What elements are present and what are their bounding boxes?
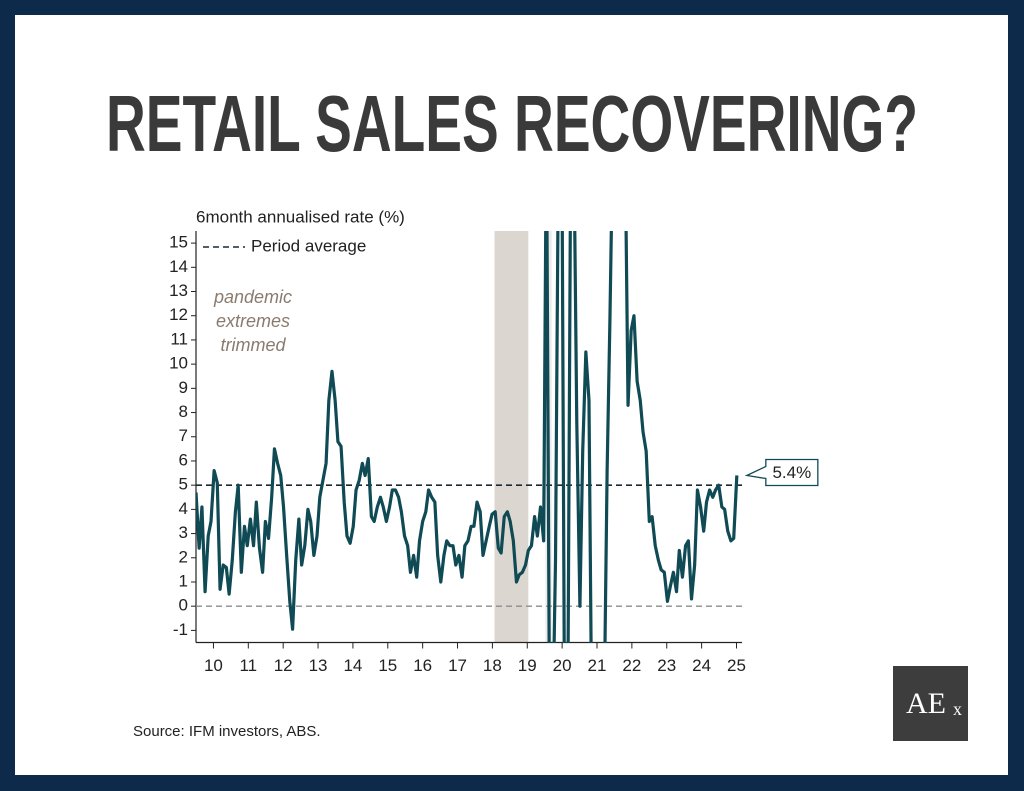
x-tick-label: 22 bbox=[622, 656, 641, 675]
x-tick-label: 17 bbox=[448, 656, 467, 675]
logo-sub: x bbox=[953, 699, 962, 719]
y-tick-label: 15 bbox=[169, 233, 188, 252]
legend-label: Period average bbox=[251, 236, 366, 255]
x-tick-label: 11 bbox=[239, 656, 257, 675]
y-tick-label: 0 bbox=[179, 596, 188, 615]
y-tick-label: 1 bbox=[179, 571, 188, 590]
y-tick-label: 14 bbox=[169, 257, 188, 276]
y-tick-label: 5 bbox=[179, 475, 188, 494]
x-tick-label: 16 bbox=[413, 656, 432, 675]
x-tick-label: 19 bbox=[518, 656, 537, 675]
x-tick-label: 25 bbox=[727, 656, 746, 675]
y-tick-label: 9 bbox=[179, 378, 188, 397]
series-line bbox=[196, 231, 739, 643]
x-tick-label: 10 bbox=[204, 656, 223, 675]
x-tick-label: 21 bbox=[588, 656, 607, 675]
callout-label: 5.4% bbox=[772, 463, 811, 482]
logo-box bbox=[893, 666, 968, 741]
shaded-region bbox=[494, 231, 529, 643]
annotation: trimmed bbox=[220, 335, 286, 355]
y-tick-label: 2 bbox=[179, 547, 188, 566]
y-tick-label: 6 bbox=[179, 450, 188, 469]
x-tick-label: 14 bbox=[343, 656, 362, 675]
y-tick-label: 11 bbox=[170, 329, 188, 348]
y-tick-label: -1 bbox=[173, 620, 188, 639]
annotation: extremes bbox=[216, 311, 290, 331]
y-tick-label: 8 bbox=[179, 402, 188, 421]
x-tick-label: 20 bbox=[553, 656, 572, 675]
y-tick-label: 10 bbox=[169, 354, 188, 373]
x-tick-label: 24 bbox=[692, 656, 711, 675]
annotation: pandemic bbox=[213, 287, 292, 307]
y-tick-label: 3 bbox=[179, 523, 188, 542]
y-tick-label: 7 bbox=[179, 426, 188, 445]
x-tick-label: 12 bbox=[274, 656, 293, 675]
x-tick-label: 13 bbox=[309, 656, 328, 675]
source: Source: IFM investors, ABS. bbox=[133, 723, 321, 740]
callout-box bbox=[744, 458, 819, 487]
series-group bbox=[196, 231, 739, 643]
logo-text: AE bbox=[906, 687, 946, 720]
axis-label: 6month annualised rate (%) bbox=[196, 207, 405, 226]
x-tick-label: 23 bbox=[657, 656, 676, 675]
x-tick-label: 18 bbox=[483, 656, 502, 675]
slide-title: RETAIL SALES RECOVERING? bbox=[106, 79, 918, 168]
y-tick-label: 12 bbox=[169, 305, 188, 324]
y-tick-label: 4 bbox=[179, 499, 188, 518]
y-tick-label: 13 bbox=[169, 281, 188, 300]
x-tick-label: 15 bbox=[378, 656, 397, 675]
